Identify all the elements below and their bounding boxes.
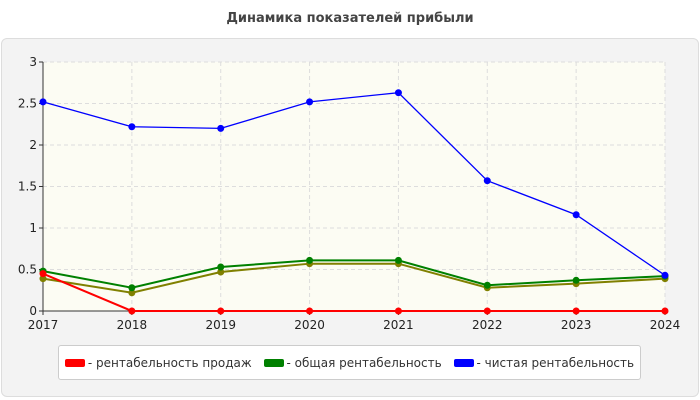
data-point (39, 270, 47, 278)
x-tick-label: 2024 (650, 318, 681, 332)
legend-label: - рентабельность продаж (87, 355, 252, 370)
data-point (306, 98, 314, 106)
legend: - рентабельность продаж - общая рентабел… (58, 345, 641, 380)
data-point (306, 256, 314, 264)
data-point (217, 124, 225, 132)
data-point (661, 271, 669, 279)
series-line (42, 92, 666, 276)
y-tick-label: 0 (29, 304, 37, 318)
legend-item-net[interactable]: - чистая рентабельность (453, 355, 635, 370)
series-line (42, 259, 666, 289)
series-line (42, 262, 666, 294)
x-tick-label: 2018 (117, 318, 148, 332)
data-point (217, 307, 225, 315)
x-tick-label: 2020 (294, 318, 325, 332)
y-tick-label: 1 (29, 221, 37, 235)
y-tick-label: 2 (29, 138, 37, 152)
data-point (394, 89, 402, 97)
legend-label: - чистая рентабельность (476, 355, 635, 370)
x-tick-label: 2017 (28, 318, 59, 332)
chart-title: Динамика показателей прибыли (226, 11, 474, 26)
y-tick-label: 2.5 (18, 97, 37, 111)
data-point (483, 307, 491, 315)
legend-label: - общая рентабельность (286, 355, 442, 370)
legend-item-total[interactable]: - общая рентабельность (263, 355, 442, 370)
x-tick-label: 2021 (383, 318, 414, 332)
data-point (39, 275, 47, 283)
data-point (39, 98, 47, 106)
data-point (128, 284, 136, 292)
legend-swatch (453, 358, 474, 367)
data-point (128, 289, 136, 297)
data-point (483, 281, 491, 289)
x-tick-label: 2023 (561, 318, 592, 332)
y-tick-label: 1.5 (18, 180, 37, 194)
data-point (483, 177, 491, 185)
series-line (42, 272, 665, 312)
data-point (572, 276, 580, 284)
data-point (128, 123, 136, 131)
legend-item-sales[interactable]: - рентабельность продаж (64, 355, 252, 370)
legend-swatch (263, 358, 284, 367)
data-point (217, 263, 225, 271)
x-tick-label: 2019 (205, 318, 236, 332)
data-point (128, 307, 136, 315)
x-tick-label: 2022 (472, 318, 503, 332)
data-point (217, 268, 225, 276)
data-point (394, 256, 402, 264)
data-point (661, 307, 669, 315)
legend-swatch (64, 358, 85, 367)
data-point (572, 211, 580, 219)
data-point (306, 307, 314, 315)
data-point (572, 307, 580, 315)
y-tick-label: 3 (29, 55, 37, 69)
y-tick-label: 0.5 (18, 263, 37, 277)
data-point (394, 307, 402, 315)
